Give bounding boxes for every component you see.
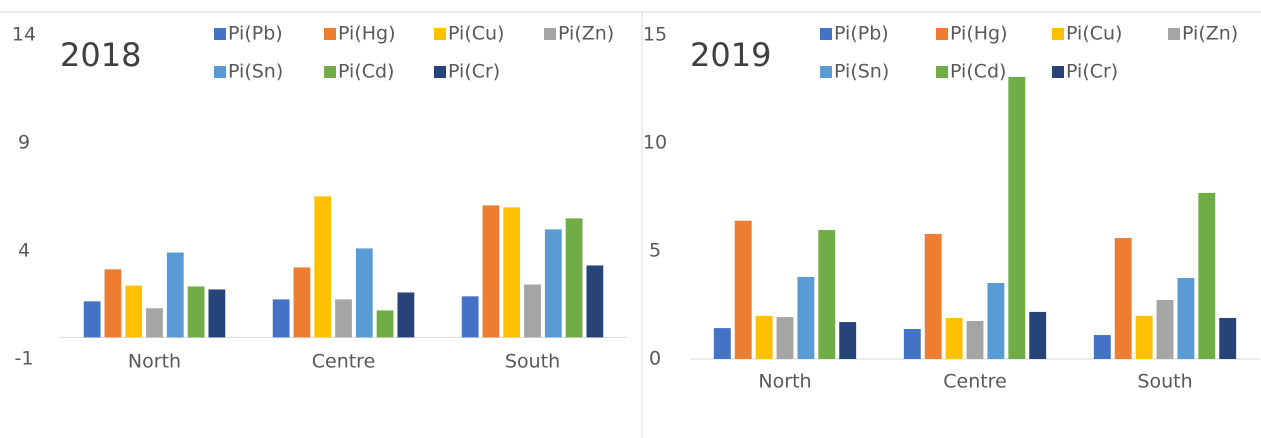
x-tick-label: Centre	[943, 371, 1007, 393]
bar	[1093, 335, 1111, 359]
bar	[187, 286, 205, 338]
legend-label: Pi(Sn)	[834, 61, 889, 83]
bar	[987, 282, 1005, 359]
x-tick-label: North	[128, 351, 181, 373]
bar	[586, 265, 604, 338]
x-tick-label: North	[758, 371, 811, 393]
bar	[293, 267, 311, 338]
y-tick-label: 4	[18, 240, 30, 262]
bar	[208, 289, 226, 338]
bar	[966, 320, 984, 359]
bar	[1114, 238, 1132, 359]
legend-label: Pi(Zn)	[558, 23, 614, 45]
bar	[376, 310, 394, 338]
legend-label: Pi(Pb)	[834, 23, 889, 45]
legend-label: Pi(Hg)	[950, 23, 1008, 45]
x-tick-label: Centre	[312, 351, 376, 373]
legend-label: Pi(Cr)	[448, 61, 500, 83]
y-tick-label: 14	[12, 24, 36, 46]
bar	[397, 292, 415, 338]
bar	[544, 229, 562, 338]
legend-swatch	[324, 28, 336, 40]
bar	[314, 196, 332, 338]
bar	[166, 252, 184, 338]
bar	[104, 269, 122, 338]
legend-label: Pi(Sn)	[228, 61, 283, 83]
bar	[924, 233, 942, 359]
legend-swatch	[820, 66, 832, 78]
legend-label: Pi(Hg)	[338, 23, 396, 45]
chart-title: 2019	[690, 36, 771, 74]
bar	[125, 285, 143, 338]
bar	[482, 205, 500, 338]
legend-swatch	[434, 28, 446, 40]
legend-swatch	[214, 28, 226, 40]
legend-swatch	[936, 66, 948, 78]
x-tick-label: South	[505, 351, 560, 373]
bar	[755, 315, 773, 359]
y-tick-label: 0	[649, 348, 661, 370]
bar	[945, 317, 963, 359]
bar	[1156, 300, 1174, 359]
y-tick-label: 9	[18, 132, 30, 154]
legend-label: Pi(Cu)	[448, 23, 504, 45]
legend-label: Pi(Cd)	[950, 61, 1006, 83]
legend-label: Pi(Cd)	[338, 61, 394, 83]
bar	[776, 317, 794, 359]
bar	[355, 248, 373, 338]
legend-swatch	[820, 28, 832, 40]
legend-swatch	[434, 66, 446, 78]
bar	[1135, 315, 1153, 359]
legend-swatch	[214, 66, 226, 78]
bar	[272, 299, 290, 338]
bar	[146, 308, 163, 338]
legend-label: Pi(Cr)	[1066, 61, 1118, 83]
bar	[565, 218, 583, 338]
legend-swatch	[1052, 28, 1064, 40]
bar	[503, 207, 521, 338]
y-tick-label: 10	[643, 132, 667, 154]
legend-swatch	[936, 28, 948, 40]
legend-swatch	[1168, 28, 1180, 40]
bar	[797, 276, 815, 359]
bar	[524, 284, 541, 338]
x-tick-label: South	[1137, 371, 1192, 393]
bar	[903, 328, 921, 359]
bar	[1198, 192, 1216, 359]
y-tick-label: 15	[643, 24, 667, 46]
bar	[839, 322, 857, 359]
bar	[1008, 76, 1026, 360]
bar	[1029, 311, 1047, 359]
legend-label: Pi(Zn)	[1182, 23, 1238, 45]
bar	[734, 220, 752, 359]
legend-swatch	[1052, 66, 1064, 78]
bar	[1177, 278, 1195, 359]
y-tick-label: -1	[15, 348, 34, 370]
chart-title: 2018	[60, 36, 141, 74]
bar	[1219, 317, 1237, 359]
bar	[713, 328, 731, 359]
y-tick-label: 5	[649, 240, 661, 262]
legend-swatch	[324, 66, 336, 78]
bar	[83, 301, 101, 338]
bar	[818, 230, 836, 359]
legend-label: Pi(Pb)	[228, 23, 283, 45]
legend-swatch	[544, 28, 556, 40]
legend-label: Pi(Cu)	[1066, 23, 1122, 45]
bar	[335, 299, 352, 338]
bar	[461, 296, 479, 338]
